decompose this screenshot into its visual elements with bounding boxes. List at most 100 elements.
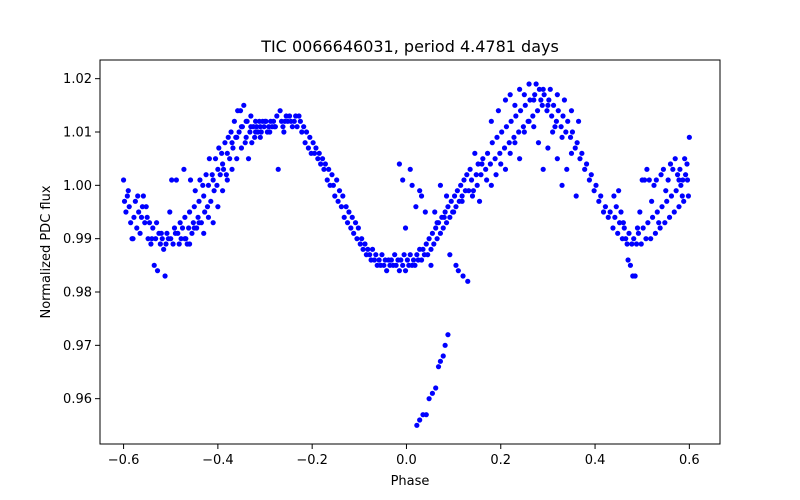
data-point xyxy=(262,118,268,124)
data-point xyxy=(400,262,406,268)
data-point xyxy=(186,225,192,231)
data-point xyxy=(550,129,556,135)
y-axis-ticks: 0.96 0.97 0.98 0.99 1.00 1.01 1.02 xyxy=(63,72,100,407)
data-point xyxy=(203,172,209,178)
data-point xyxy=(371,257,377,263)
data-point xyxy=(670,166,676,172)
data-point xyxy=(521,92,527,98)
data-point xyxy=(447,214,453,220)
data-point xyxy=(252,129,259,135)
data-point xyxy=(297,118,303,124)
data-point xyxy=(453,204,459,210)
data-point xyxy=(418,257,425,263)
data-point xyxy=(195,214,201,220)
data-point xyxy=(602,204,609,210)
data-point xyxy=(229,166,235,172)
data-point xyxy=(540,86,546,92)
data-point xyxy=(340,193,346,199)
data-point xyxy=(521,129,527,135)
data-points-layer xyxy=(120,81,692,428)
data-point xyxy=(663,188,669,194)
data-point xyxy=(242,140,248,146)
data-point xyxy=(324,177,330,183)
data-point xyxy=(334,177,340,183)
data-point xyxy=(214,182,220,188)
data-point xyxy=(412,262,418,268)
data-point xyxy=(219,161,226,167)
data-point xyxy=(443,193,450,199)
data-point xyxy=(660,166,667,172)
x-tick-label: −0.6 xyxy=(108,453,140,468)
data-point xyxy=(684,177,691,183)
data-point xyxy=(478,172,484,178)
data-point xyxy=(211,188,217,194)
data-point xyxy=(445,204,451,210)
data-point xyxy=(271,124,278,130)
data-point xyxy=(567,134,574,140)
data-point xyxy=(536,86,543,92)
data-point xyxy=(234,156,240,162)
data-point xyxy=(618,209,624,215)
data-point xyxy=(237,108,244,114)
data-point xyxy=(620,220,626,226)
data-point xyxy=(275,166,281,172)
data-point xyxy=(396,161,402,167)
data-point xyxy=(204,204,211,210)
data-point xyxy=(286,113,293,119)
data-point xyxy=(426,396,432,402)
data-point xyxy=(393,262,399,268)
data-point xyxy=(289,124,295,130)
data-point xyxy=(437,182,444,188)
data-point xyxy=(527,97,533,103)
data-point xyxy=(410,257,417,263)
data-point xyxy=(229,140,235,146)
data-point xyxy=(464,172,470,178)
data-point xyxy=(498,161,504,167)
data-point xyxy=(384,268,390,274)
data-point xyxy=(245,156,252,162)
data-point xyxy=(169,177,175,183)
data-point xyxy=(196,198,202,204)
data-point xyxy=(434,236,440,242)
data-point xyxy=(381,262,387,268)
data-point xyxy=(177,220,183,226)
data-point xyxy=(159,236,165,242)
data-point xyxy=(466,188,472,194)
data-point xyxy=(495,108,501,114)
data-point xyxy=(526,118,532,124)
data-point xyxy=(541,92,547,98)
data-point xyxy=(238,145,245,151)
data-point xyxy=(568,150,575,156)
data-point xyxy=(611,193,617,199)
data-point xyxy=(497,150,503,156)
data-point xyxy=(657,225,663,231)
data-point xyxy=(432,209,438,215)
data-point xyxy=(354,236,360,242)
data-point xyxy=(682,172,689,178)
x-tick-label: −0.2 xyxy=(296,453,328,468)
data-point xyxy=(648,236,654,242)
data-point xyxy=(538,97,544,103)
data-point xyxy=(659,204,665,210)
data-point xyxy=(676,177,682,183)
data-point xyxy=(230,145,236,151)
data-point xyxy=(130,236,136,242)
data-point xyxy=(234,134,240,140)
data-point xyxy=(644,166,650,172)
data-point xyxy=(621,225,627,231)
data-point xyxy=(341,214,347,220)
data-point xyxy=(658,172,664,178)
data-point xyxy=(540,166,546,172)
data-point xyxy=(209,172,215,178)
data-point xyxy=(138,214,145,220)
data-point xyxy=(171,225,178,231)
data-point xyxy=(170,241,176,247)
data-point xyxy=(507,92,513,98)
data-point xyxy=(145,236,151,242)
data-point xyxy=(442,209,448,215)
x-tick-label: 0.2 xyxy=(490,453,511,468)
data-point xyxy=(148,241,154,247)
data-point xyxy=(310,140,316,146)
data-point xyxy=(191,204,197,210)
data-point xyxy=(365,246,371,252)
